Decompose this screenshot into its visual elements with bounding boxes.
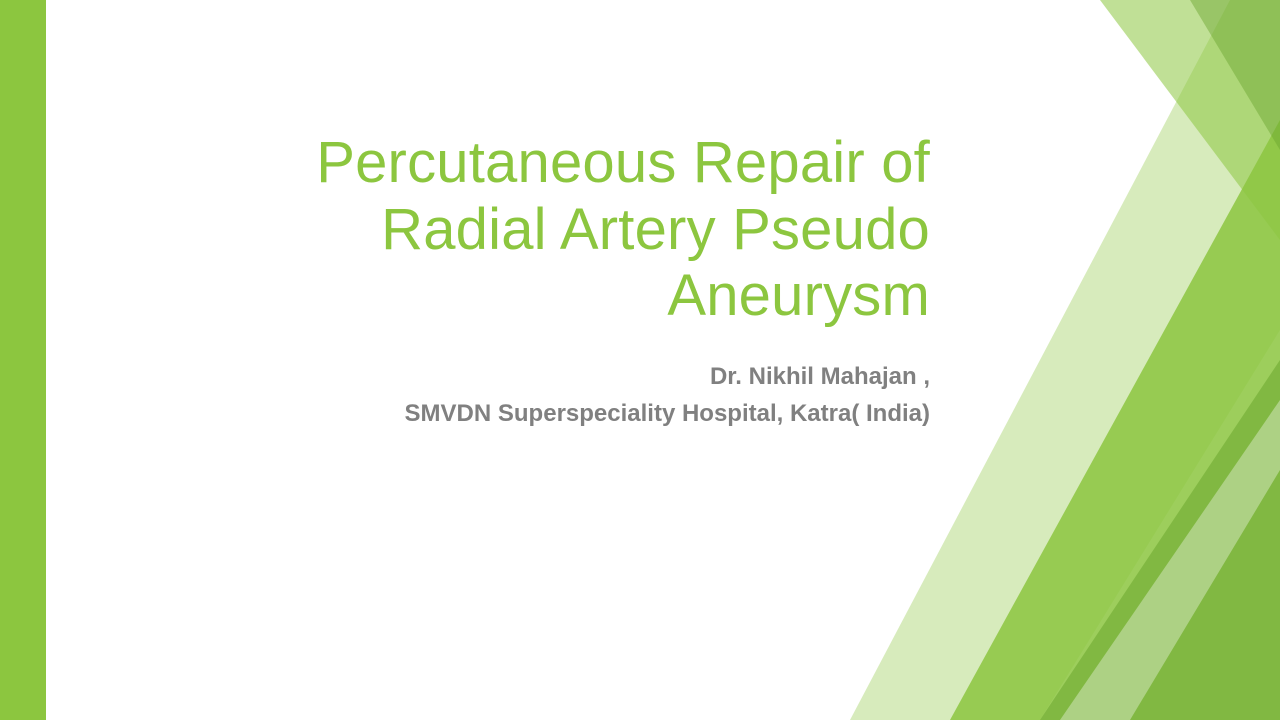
facet-shape — [1040, 360, 1280, 720]
title-slide: Percutaneous Repair of Radial Artery Pse… — [0, 0, 1280, 720]
left-accent-bar — [0, 0, 46, 720]
affiliation-line: SMVDN Superspeciality Hospital, Katra( I… — [160, 395, 930, 432]
subtitle-block: Dr. Nikhil Mahajan , SMVDN Superspeciali… — [160, 358, 930, 432]
facet-shape — [1190, 0, 1280, 150]
author-line: Dr. Nikhil Mahajan , — [160, 358, 930, 395]
facet-shape — [1100, 0, 1280, 240]
content-block: Percutaneous Repair of Radial Artery Pse… — [160, 130, 930, 432]
facet-shape — [1060, 400, 1280, 720]
slide-title: Percutaneous Repair of Radial Artery Pse… — [160, 130, 930, 330]
facet-shape — [950, 120, 1280, 720]
